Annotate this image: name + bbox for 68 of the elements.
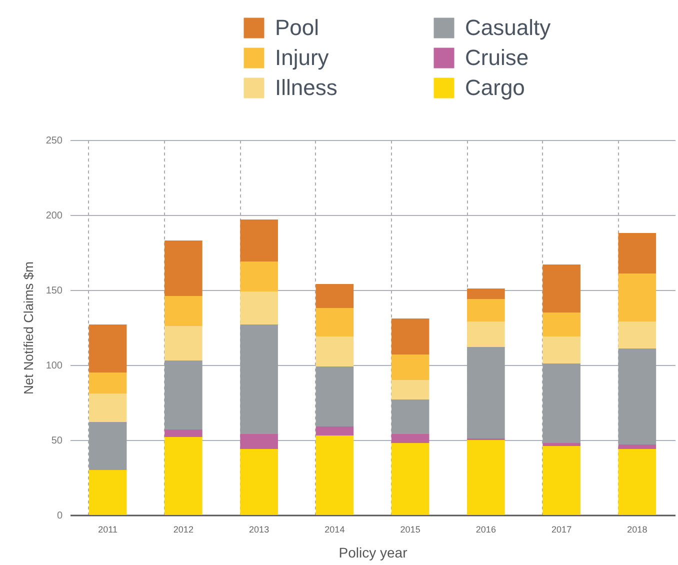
bar	[391, 318, 430, 354]
bar	[542, 443, 580, 446]
y-tick-label: 50	[51, 436, 63, 446]
x-tick-label: 2011	[98, 524, 118, 534]
y-tick-label: 150	[46, 286, 63, 296]
bar	[316, 308, 354, 336]
bar	[618, 348, 656, 444]
x-axis-title: Policy year	[338, 544, 408, 560]
bar	[88, 422, 127, 470]
bar	[316, 336, 354, 366]
bar	[391, 434, 430, 443]
bar	[316, 426, 354, 436]
x-tick-label: 2014	[324, 524, 345, 534]
bar	[391, 380, 430, 400]
bar	[542, 446, 580, 515]
bar	[542, 312, 580, 336]
legend-label: Illness	[275, 75, 338, 100]
bar	[618, 449, 656, 515]
y-tick-label: 250	[46, 136, 63, 146]
x-tick-label: 2016	[476, 524, 496, 534]
bar	[467, 347, 505, 438]
bar	[316, 366, 354, 426]
x-tick-label: 2012	[173, 524, 194, 534]
bar	[164, 326, 202, 360]
bar	[542, 336, 580, 364]
bar	[164, 296, 202, 326]
bar	[542, 364, 580, 443]
legend-label: Casualty	[465, 15, 551, 40]
bar	[542, 264, 580, 312]
bar	[391, 443, 430, 515]
bar	[88, 372, 127, 394]
bar	[164, 240, 202, 296]
legend-label: Injury	[275, 45, 329, 70]
legend-label: Pool	[275, 15, 320, 40]
bar	[88, 394, 127, 422]
bar	[618, 444, 656, 449]
bar	[467, 322, 505, 347]
bar	[316, 284, 354, 308]
x-tick-label: 2018	[627, 524, 648, 534]
bar	[467, 299, 505, 322]
bar	[618, 233, 656, 274]
bar	[618, 274, 656, 322]
y-tick-label: 200	[46, 210, 63, 222]
bar	[316, 436, 354, 515]
x-tick-label: 2013	[249, 524, 270, 534]
bar	[88, 324, 127, 372]
bar	[240, 262, 278, 292]
legend-label: Cargo	[465, 75, 525, 100]
bar	[164, 437, 202, 515]
bar	[240, 220, 278, 262]
y-axis-title: Net Notified Claims $m	[20, 262, 36, 394]
bar	[164, 360, 202, 430]
legend-label: Cruise	[465, 45, 529, 70]
bar	[618, 322, 656, 348]
x-tick-label: 2017	[552, 524, 572, 534]
y-tick-label: 0	[56, 510, 63, 522]
y-tick-label: 100	[46, 360, 63, 372]
bar	[240, 434, 278, 449]
bar	[467, 440, 505, 515]
x-tick-label: 2015	[400, 524, 420, 534]
bar	[467, 288, 505, 299]
bar	[240, 449, 278, 515]
bar	[240, 324, 278, 434]
bar	[391, 354, 430, 380]
bar	[391, 400, 430, 434]
bar	[164, 430, 202, 437]
bar	[88, 470, 127, 515]
bar	[240, 292, 278, 324]
